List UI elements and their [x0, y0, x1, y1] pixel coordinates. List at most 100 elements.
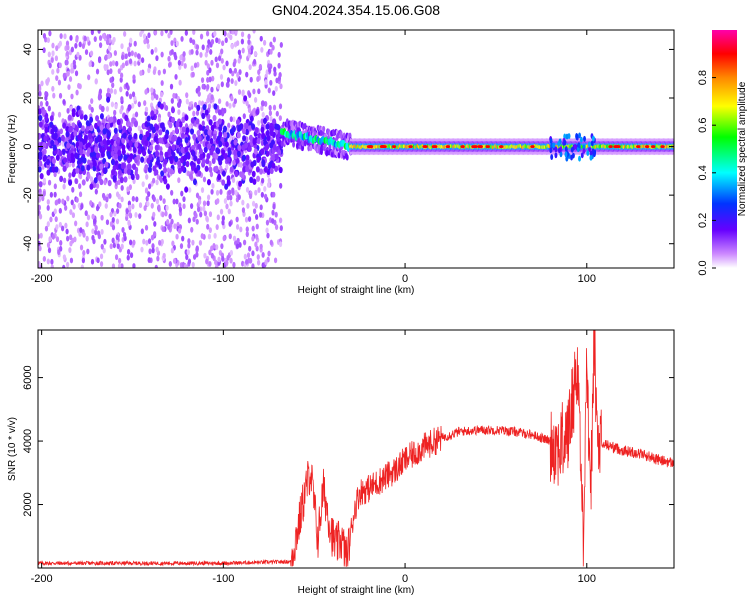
- spectrogram-cell: [55, 75, 59, 82]
- spectrogram-cell: [248, 245, 252, 252]
- spectrogram-cell: [147, 183, 152, 190]
- spectrogram-cell: [78, 157, 83, 165]
- spectrogram-cell: [193, 101, 198, 108]
- spectrogram-cell: [264, 79, 268, 86]
- spectrogram-cell: [433, 145, 438, 149]
- spectrogram-cell: [265, 129, 270, 137]
- spectrogram-cell: [261, 111, 265, 118]
- spectrogram-cell: [150, 87, 154, 94]
- spectrogram-cell: [268, 67, 272, 74]
- spectrogram-cell: [256, 137, 261, 145]
- spectrogram-cell: [159, 195, 163, 201]
- spectrogram-cell: [55, 236, 60, 243]
- spectrogram-cell: [179, 243, 184, 249]
- spectrogram-cell: [237, 144, 242, 151]
- spectrogram-cell: [77, 202, 82, 209]
- spectrogram-cell: [227, 122, 231, 129]
- spectrogram-cell: [228, 102, 232, 109]
- spectrogram-cell: [217, 256, 221, 263]
- spectrogram-cell: [171, 116, 176, 124]
- spectrogram-cell: [139, 129, 143, 136]
- spectrogram-cell: [41, 109, 46, 116]
- spectrogram-cell: [221, 255, 225, 262]
- spectrogram-cell: [230, 43, 234, 50]
- spectrogram-cell: [89, 183, 94, 190]
- spectrogram-cell: [80, 203, 84, 210]
- spectrogram-cell: [120, 196, 124, 203]
- spectrogram-cell: [184, 30, 188, 36]
- spectrogram-cell: [88, 61, 92, 68]
- spectrogram-cell: [109, 211, 113, 218]
- spectrogram-cell: [174, 73, 178, 80]
- spectrogram-cell: [120, 96, 124, 102]
- spectrogram-cell: [50, 139, 55, 147]
- spectrogram-cell: [219, 188, 223, 195]
- spectrogram-cell: [64, 205, 68, 211]
- spectrogram-cell: [74, 220, 78, 227]
- spectrogram-cell: [86, 214, 91, 221]
- spectrogram-cell: [55, 45, 59, 52]
- spectrogram-cell: [137, 125, 141, 132]
- spectrogram-cell: [78, 191, 83, 198]
- spectrogram-cell: [66, 235, 70, 242]
- spectrogram-cell: [172, 258, 177, 264]
- spectrogram-cell: [177, 59, 182, 66]
- spectrogram-cell: [170, 106, 175, 114]
- spectrogram-cell: [73, 130, 78, 137]
- spectrogram-cell: [119, 86, 123, 93]
- spectrogram-cell: [46, 258, 50, 265]
- spectrogram-cell: [579, 136, 583, 143]
- spectrogram-cell: [182, 155, 187, 162]
- spectrogram-cell: [120, 243, 124, 250]
- spectrogram-cell: [207, 129, 212, 136]
- spectrogram-cell: [207, 113, 211, 120]
- spectrogram-cell: [262, 39, 267, 46]
- spectrogram-cell: [203, 252, 207, 259]
- spectrogram-cell: [550, 154, 554, 160]
- spectrogram-cell: [202, 200, 207, 207]
- spectrogram-cell: [269, 142, 274, 149]
- spectrogram-cell: [226, 127, 230, 134]
- spectrogram-cell: [167, 32, 171, 39]
- spectrogram-cell: [265, 227, 269, 234]
- spectrogram-cell: [90, 106, 94, 113]
- spectrogram-cell: [590, 140, 594, 147]
- spectrogram-cell: [119, 72, 124, 79]
- spectrogram-cell: [123, 31, 127, 37]
- spectrogram-cell: [187, 238, 191, 245]
- spectrogram-cell: [237, 89, 242, 95]
- spectrogram-cell: [59, 128, 63, 135]
- spectrogram-cell: [278, 241, 283, 248]
- spectrogram-cell: [160, 80, 164, 86]
- spectrogram-cell: [46, 37, 51, 44]
- spectrogram-cell: [570, 146, 574, 153]
- spectrogram-cell: [144, 224, 149, 231]
- spectrogram-y-tick-label: 40: [22, 43, 34, 55]
- spectrogram-cell: [247, 216, 252, 222]
- spectrogram-cell: [187, 217, 191, 224]
- spectrogram-cell: [274, 123, 279, 130]
- spectrogram-cell: [247, 107, 252, 114]
- spectrogram-cell: [93, 177, 98, 184]
- spectrogram-cell: [220, 57, 224, 64]
- spectrogram-cell: [51, 68, 55, 75]
- spectrogram-cell: [208, 76, 212, 83]
- spectrogram-cell: [48, 62, 52, 69]
- spectrogram-cell: [210, 38, 215, 45]
- spectrogram-cell: [215, 37, 219, 44]
- spectrogram-cell: [199, 153, 204, 161]
- spectrogram-cell: [241, 47, 245, 54]
- spectrogram-cell: [151, 132, 155, 139]
- spectrogram-cell: [196, 206, 201, 213]
- spectrogram-cell: [140, 156, 145, 163]
- spectrogram-cell: [44, 115, 49, 122]
- spectrogram-cell: [213, 232, 217, 239]
- spectrogram-cell: [182, 55, 186, 62]
- spectrogram-cell: [85, 120, 90, 127]
- spectrogram-cell: [48, 30, 52, 37]
- spectrogram-cell: [133, 60, 137, 67]
- spectrogram-cell: [272, 118, 277, 125]
- spectrogram-cell: [189, 203, 194, 209]
- spectrogram-cell: [53, 183, 57, 190]
- spectrogram-x-tick-label: -100: [212, 273, 234, 285]
